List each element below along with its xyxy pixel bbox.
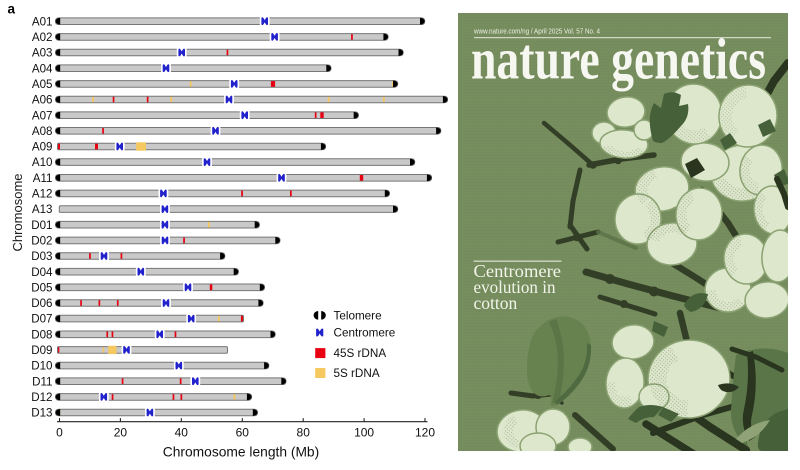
svg-text:D05: D05	[31, 281, 52, 294]
svg-text:A09: A09	[32, 141, 53, 154]
svg-text:D04: D04	[31, 266, 53, 279]
svg-text:D09: D09	[31, 344, 52, 357]
svg-text:120: 120	[415, 426, 435, 440]
svg-text:Chromosome length (Mb): Chromosome length (Mb)	[163, 445, 319, 460]
svg-text:D06: D06	[31, 297, 52, 310]
svg-text:A03: A03	[32, 47, 53, 60]
svg-text:D07: D07	[31, 313, 52, 326]
svg-text:Centromere: Centromere	[334, 327, 396, 340]
svg-text:60: 60	[236, 426, 250, 440]
svg-text:D13: D13	[31, 407, 52, 420]
svg-text:5S rDNA: 5S rDNA	[334, 367, 380, 380]
svg-text:A06: A06	[32, 94, 53, 107]
svg-text:a: a	[8, 1, 16, 16]
svg-text:evolution in: evolution in	[473, 277, 555, 297]
svg-text:A12: A12	[32, 188, 53, 201]
svg-text:D11: D11	[32, 375, 52, 388]
svg-text:D03: D03	[31, 250, 52, 263]
svg-text:nature genetics: nature genetics	[471, 27, 766, 92]
svg-text:A07: A07	[32, 109, 53, 122]
svg-text:A01: A01	[32, 15, 53, 28]
svg-text:A04: A04	[32, 62, 53, 75]
svg-text:100: 100	[354, 426, 374, 440]
svg-text:A13: A13	[32, 203, 53, 216]
svg-text:20: 20	[114, 426, 128, 440]
svg-text:D02: D02	[31, 235, 52, 248]
svg-text:www.nature.com/ng / April 2025: www.nature.com/ng / April 2025 Vol. 57 N…	[473, 27, 600, 36]
svg-text:Telomere: Telomere	[334, 309, 382, 322]
svg-text:D12: D12	[31, 391, 52, 404]
svg-text:A10: A10	[32, 156, 53, 169]
svg-text:45S rDNA: 45S rDNA	[334, 347, 387, 360]
svg-text:80: 80	[297, 426, 311, 440]
svg-text:A02: A02	[32, 31, 53, 44]
svg-text:Centromere: Centromere	[473, 261, 561, 281]
svg-text:D08: D08	[31, 328, 52, 341]
svg-text:A05: A05	[32, 78, 53, 91]
svg-text:cotton: cotton	[473, 293, 517, 313]
svg-text:0: 0	[56, 426, 63, 440]
svg-text:D01: D01	[31, 219, 52, 232]
svg-text:D10: D10	[31, 360, 52, 373]
svg-text:A08: A08	[32, 125, 53, 138]
svg-text:40: 40	[175, 426, 189, 440]
svg-text:A11: A11	[33, 172, 53, 185]
svg-text:Chromosome: Chromosome	[10, 173, 25, 251]
